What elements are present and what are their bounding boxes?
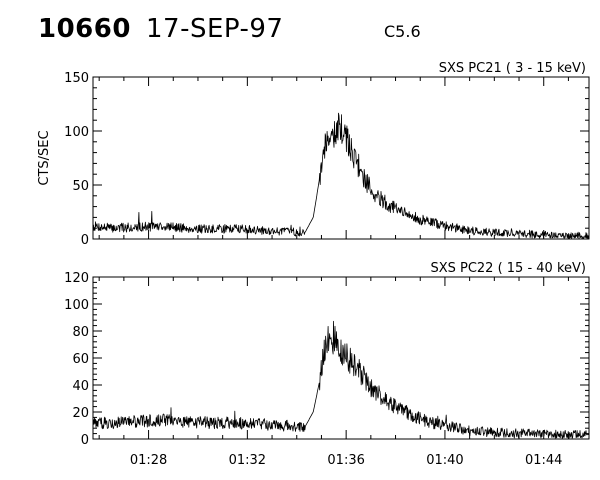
pc22-x-tick-label: 01:28: [130, 453, 167, 468]
pc22-y-tick-label: 20: [72, 406, 89, 421]
pc22-y-tick-label: 0: [81, 433, 89, 448]
pc21-count-rate-line: [92, 112, 590, 239]
event-date: 17-SEP-97: [146, 14, 284, 44]
pc22-panel-title: SXS PC22 ( 15 - 40 keV): [430, 261, 586, 276]
event-id: 10660: [38, 14, 131, 44]
pc22-series: [92, 320, 589, 439]
pc21-y-axis-label: CTS/SEC: [37, 130, 52, 185]
pc22-y-tick-label: 120: [64, 271, 89, 286]
pc22-y-tick-label: 60: [72, 352, 89, 367]
pc22-x-tick-label: 01:40: [426, 453, 463, 468]
pc22-y-tick-label: 100: [64, 298, 89, 313]
pc22-panel: SXS PC22 ( 15 - 40 keV) 0204060801001200…: [64, 261, 590, 468]
pc21-y-tick-label: 0: [81, 233, 89, 248]
pc21-y-tick-label: 50: [72, 179, 89, 194]
pc21-series: [92, 112, 590, 239]
pc22-x-tick-label: 01:36: [327, 453, 364, 468]
pc21-y-tick-label: 100: [64, 125, 89, 140]
pc21-panel: SXS PC21 ( 3 - 15 keV) CTS/SEC 0 50 100 150: [37, 61, 590, 248]
pc22-ticks: 0 20 40 60 80 100 120 01:28 01:32 01:36 01:40 01:44: [64, 271, 589, 468]
pc21-ticks: 0 50 100 150: [64, 71, 589, 248]
pc22-count-rate-line: [92, 320, 589, 439]
pc22-x-tick-label: 01:32: [229, 453, 266, 468]
pc21-panel-title: SXS PC21 ( 3 - 15 keV): [439, 61, 586, 76]
flare-class: C5.6: [384, 22, 421, 41]
pc22-y-tick-label: 40: [72, 379, 89, 394]
pc22-y-tick-label: 80: [72, 325, 89, 340]
pc21-y-tick-label: 150: [64, 71, 89, 86]
pc22-x-tick-label: 01:44: [525, 453, 562, 468]
pc21-plot-frame: [92, 76, 590, 240]
